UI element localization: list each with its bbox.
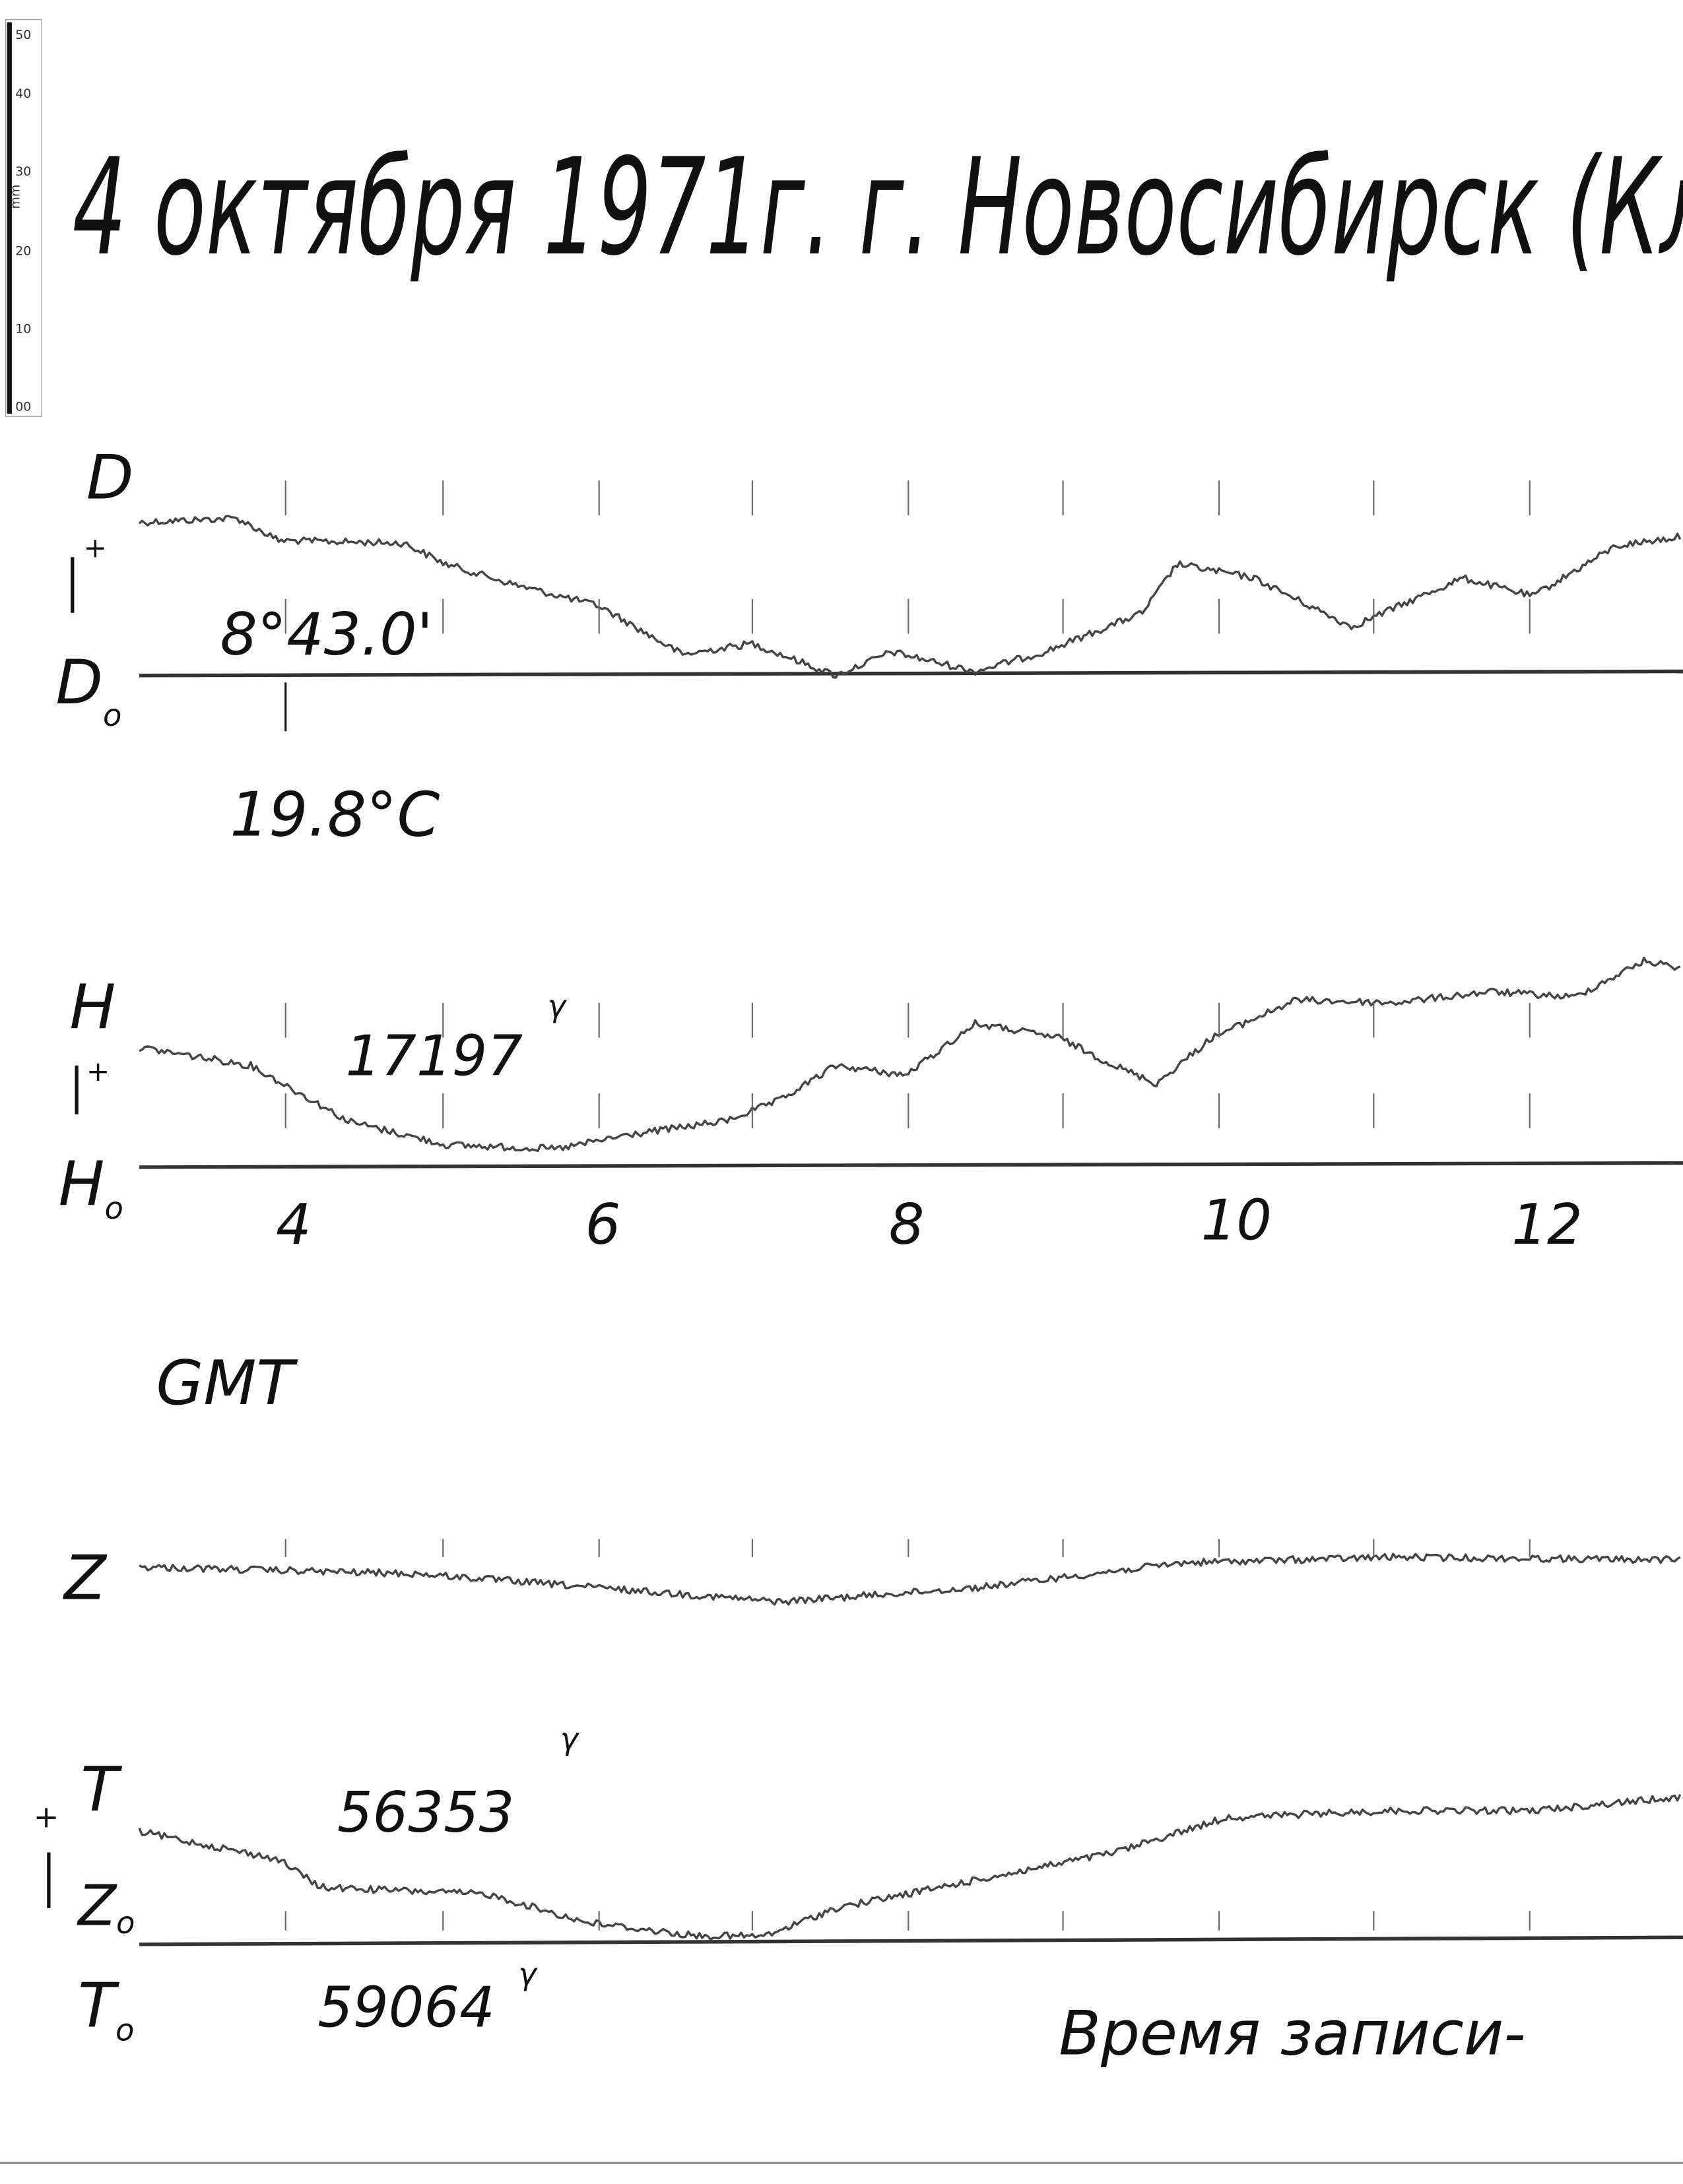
sign: +: [34, 1799, 59, 1835]
ruler-label: 00: [15, 400, 31, 414]
baseline: [139, 1935, 1683, 1946]
ruler-label: 30: [15, 164, 31, 179]
ruler-bar: [7, 22, 12, 414]
value: 17197: [346, 1024, 523, 1089]
ruler-label: 40: [15, 86, 31, 101]
hour-label: 10: [1201, 1188, 1272, 1253]
value: 56353: [337, 1780, 515, 1845]
symbol: H: [59, 1148, 105, 1219]
baseline-label: Do: [55, 647, 121, 733]
sign: +: [84, 531, 107, 563]
recorder-trace: [138, 1793, 1682, 1941]
footer: Время записи-: [1059, 1998, 1525, 2069]
base-value: 59064: [317, 1975, 495, 2039]
time-axis-label: GMT: [156, 1347, 298, 1419]
subscript: o: [103, 697, 121, 733]
subscript: o: [116, 2012, 134, 2047]
hour-label: 4: [276, 1192, 312, 1257]
trace-label: H: [70, 971, 116, 1043]
ruler-unit: mm: [9, 185, 23, 209]
trace-label: Z: [62, 1542, 108, 1613]
unit: γ: [548, 988, 568, 1024]
hour-label: 6: [585, 1192, 621, 1257]
ruler-label: 10: [15, 322, 31, 337]
title: 4 октября 1971г. г. Новосибирск (Клю: [73, 129, 1683, 285]
baseline: [139, 1161, 1683, 1169]
trace-label: D: [86, 442, 134, 513]
value: 8°43.0': [220, 600, 433, 668]
hour-label: 8: [889, 1192, 925, 1257]
trace-label: T: [81, 1754, 122, 1825]
sign: +: [86, 1055, 110, 1087]
symbol: Z: [77, 1873, 117, 1938]
unit: γ: [560, 1721, 580, 1756]
temperature: 19.8°C: [230, 779, 440, 851]
recorder-trace: [139, 1553, 1681, 1606]
subscript: o: [116, 1905, 135, 1941]
ruler: 50 40 30 mm 20 10 00: [5, 18, 42, 417]
symbol: D: [55, 647, 103, 718]
symbol: T: [78, 1970, 119, 2041]
hour-label: 12: [1511, 1192, 1582, 1257]
ruler-label: 50: [15, 28, 31, 42]
baseline-label: To: [78, 1970, 134, 2047]
ruler-label: 20: [15, 243, 31, 258]
unit: γ: [518, 1956, 538, 1992]
sheet: 50 40 30 mm 20 10 00 4 октября 1971г. г.…: [0, 18, 1683, 2164]
recorder-trace: [138, 515, 1682, 679]
recorder-trace: [139, 956, 1681, 1153]
baseline: [139, 669, 1683, 678]
traces: [138, 480, 1682, 1941]
baseline-label: Zo: [77, 1873, 135, 1941]
baseline-label: Ho: [59, 1148, 123, 1226]
subscript: o: [104, 1190, 123, 1226]
